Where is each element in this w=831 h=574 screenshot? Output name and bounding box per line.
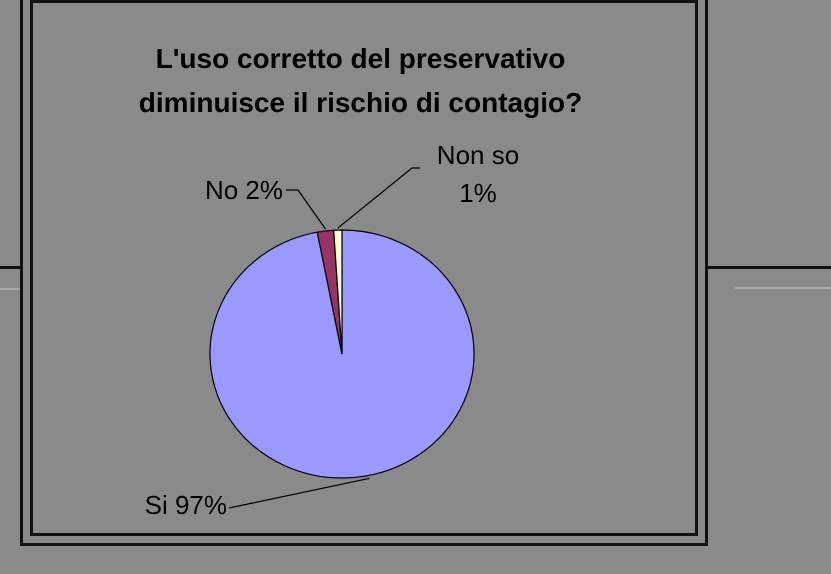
pie-slice-non-so — [333, 229, 343, 355]
leader-line-no — [286, 189, 326, 230]
leader-line-si — [228, 477, 370, 509]
slide-divider-left — [0, 266, 30, 269]
pie-label-non-so-line-2: 1% — [459, 178, 497, 208]
pie-label-si: Si 97% — [145, 490, 227, 520]
pie-label-non-so-line-1: Non so — [437, 140, 519, 170]
leader-line-non-so — [337, 167, 420, 229]
pie-label-no: No 2% — [205, 175, 283, 205]
chart-inner-border — [30, 0, 698, 536]
slide-divider-right-thin — [735, 287, 831, 289]
chart-title-line-2: diminuisce il rischio di contagio? — [138, 87, 583, 118]
slide-divider-right — [705, 266, 831, 269]
chart-title: L'uso corretto del preservativo diminuis… — [23, 37, 698, 125]
chart-title-line-1: L'uso corretto del preservativo — [155, 43, 566, 74]
